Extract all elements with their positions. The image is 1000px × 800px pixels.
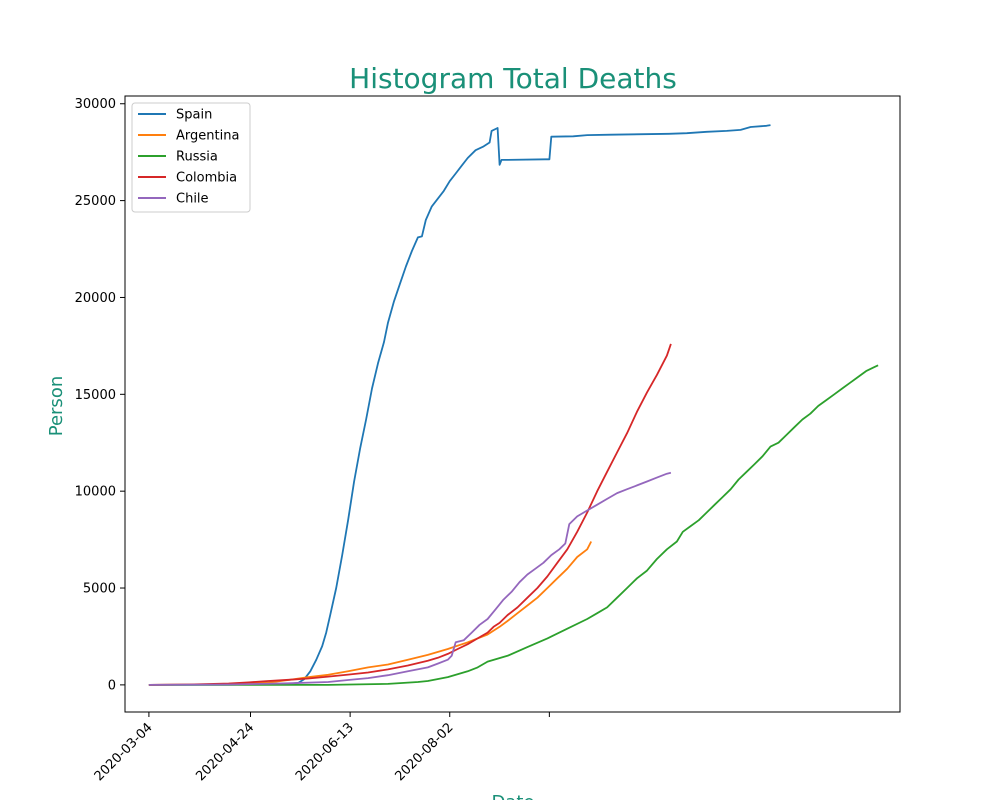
chart-title: Histogram Total Deaths — [349, 62, 677, 95]
series-line-russia — [148, 364, 879, 686]
legend-label: Argentina — [176, 129, 239, 144]
y-tick-label: 5000 — [83, 582, 116, 597]
y-tick-label: 0 — [108, 678, 116, 693]
legend-label: Colombia — [176, 171, 237, 186]
legend-label: Chile — [176, 192, 209, 207]
y-tick-label: 10000 — [75, 485, 116, 500]
y-axis-label: Person — [46, 376, 67, 437]
series-line-chile — [148, 471, 672, 686]
series-lines — [148, 124, 879, 686]
y-tick-label: 20000 — [75, 291, 116, 306]
plot-frame — [124, 95, 901, 713]
y-tick-label: 25000 — [75, 194, 116, 209]
legend-label: Spain — [176, 108, 212, 123]
series-line-spain — [148, 124, 771, 686]
legend-label: Russia — [176, 150, 218, 165]
x-axis-label: Date — [491, 792, 534, 800]
legend-box — [131, 102, 251, 213]
legend: Spain Argentina Russia Colombia Chile — [131, 102, 251, 213]
y-tick-label: 30000 — [75, 97, 116, 112]
y-tick-label: 15000 — [75, 388, 116, 403]
series-line-colombia — [148, 343, 672, 686]
series-line-argentina — [148, 541, 593, 686]
